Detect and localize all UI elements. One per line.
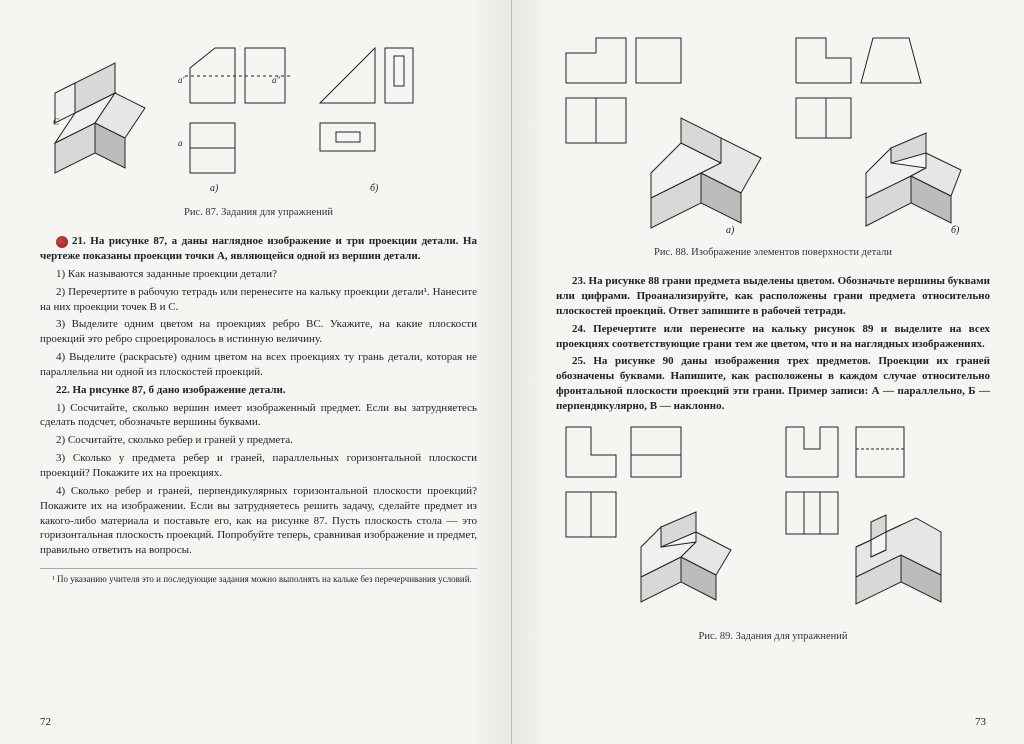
fig88-svg: a) xyxy=(556,28,976,238)
book-spread: С a′ a″ xyxy=(0,0,1024,744)
figure-88: a) xyxy=(556,28,990,238)
task-23: 23. На рисунке 88 грани предмета выделен… xyxy=(556,274,990,319)
fig88-caption: Рис. 88. Изображение элементов поверхнос… xyxy=(556,246,990,260)
task-22: 22. На рисунке 87, б дано изображение де… xyxy=(40,383,477,398)
page-number-right: 73 xyxy=(975,715,986,730)
footnote: ¹ По указанию учителя это и последующие … xyxy=(40,568,477,585)
page-left: С a′ a″ xyxy=(0,0,512,744)
t21-3: 3) Выделите одним цветом на проекциях ре… xyxy=(40,317,477,347)
figure-87: С a′ a″ xyxy=(40,28,477,198)
figure-89 xyxy=(556,422,990,622)
page-number-left: 72 xyxy=(40,715,51,730)
t22-4: 4) Сколько ребер и граней, перпендикуляр… xyxy=(40,484,477,558)
t21-4: 4) Выделите (раскрасьте) одним цветом на… xyxy=(40,350,477,380)
svg-text:С: С xyxy=(53,117,60,127)
fig89-caption: Рис. 89. Задания для упражнений xyxy=(556,630,990,644)
fig87-caption: Рис. 87. Задания для упражнений xyxy=(40,206,477,220)
t22-3: 3) Сколько у предмета ребер и граней, па… xyxy=(40,451,477,481)
t21-1: 1) Как называются заданные проекции дета… xyxy=(40,267,477,282)
t21-2: 2) Перечертите в рабочую тетрадь или пер… xyxy=(40,285,477,315)
svg-text:б): б) xyxy=(951,225,960,236)
task-24: 24. Перечертите или перенесите на кальку… xyxy=(556,322,990,352)
task-25: 25. На рисунке 90 даны изображения трех … xyxy=(556,354,990,413)
svg-text:a′: a′ xyxy=(178,75,186,85)
svg-text:a): a) xyxy=(726,225,735,236)
page-right: a) xyxy=(512,0,1024,744)
fig89-svg xyxy=(556,422,976,622)
t22-2: 2) Сосчитайте, сколько ребер и граней у … xyxy=(40,433,477,448)
fig87-svg: С a′ a″ xyxy=(40,28,470,198)
svg-text:a: a xyxy=(178,138,183,148)
marker-icon xyxy=(56,236,68,248)
svg-text:б): б) xyxy=(370,183,379,194)
svg-text:a): a) xyxy=(210,183,219,194)
t22-1: 1) Сосчитайте, сколько вершин имеет изоб… xyxy=(40,401,477,431)
task-21: 21. На рисунке 87, а даны наглядное изоб… xyxy=(40,234,477,264)
